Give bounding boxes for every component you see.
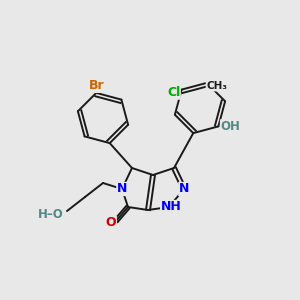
Text: H–O: H–O [38, 208, 64, 220]
Text: CH₃: CH₃ [206, 81, 227, 91]
Text: NH: NH [160, 200, 182, 214]
Text: Cl: Cl [167, 86, 180, 99]
Text: N: N [117, 182, 127, 196]
Text: O: O [106, 217, 116, 230]
Text: OH: OH [220, 120, 240, 133]
Text: N: N [179, 182, 189, 196]
Text: Br: Br [88, 80, 104, 92]
